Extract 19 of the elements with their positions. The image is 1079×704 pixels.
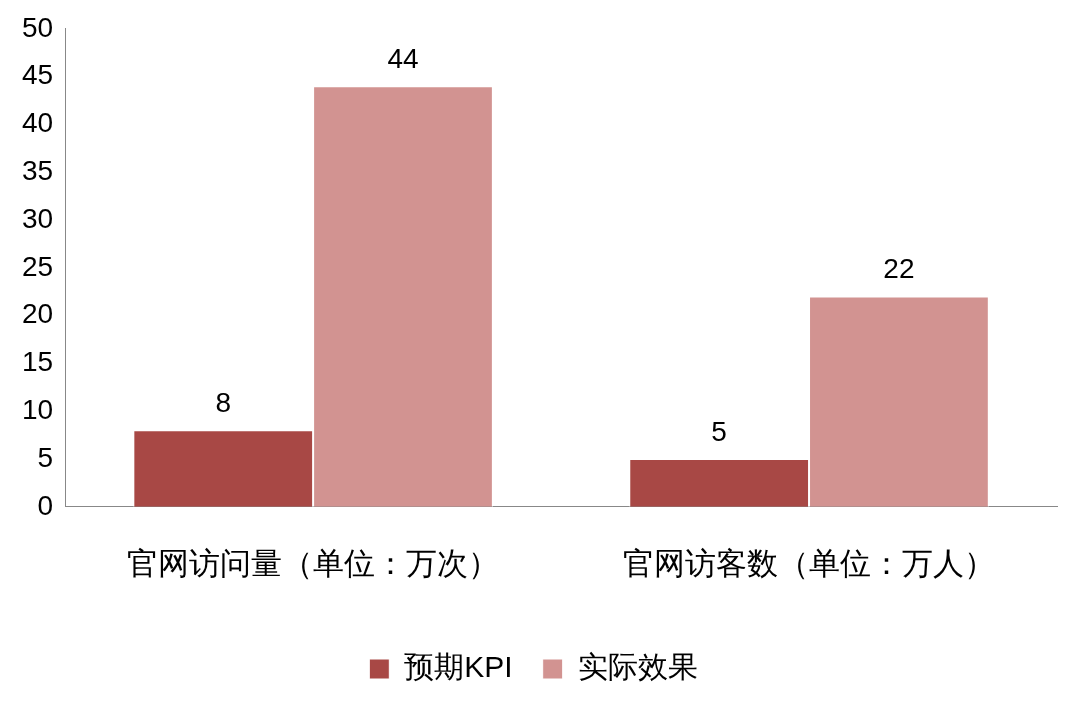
x-tick-label: 官网访问量（单位：万次）: [127, 545, 500, 581]
y-tick-label: 10: [21, 393, 54, 425]
legend-label: 预期KPI: [404, 650, 513, 684]
y-tick-label: 40: [21, 107, 54, 139]
data-label: 8: [215, 387, 232, 419]
y-tick-label: 5: [37, 441, 54, 473]
y-tick-label: 30: [21, 202, 54, 234]
y-tick-label: 0: [37, 489, 54, 521]
data-label: 22: [883, 253, 915, 285]
data-label: 44: [387, 42, 419, 74]
x-tick-label: 官网访客数（单位：万人）: [623, 545, 996, 581]
y-tick-label: 35: [21, 154, 54, 186]
y-tick-label: 45: [21, 59, 54, 91]
y-tick-label: 50: [21, 11, 54, 43]
y-tick-label: 20: [21, 298, 54, 330]
data-label: 5: [711, 415, 727, 447]
y-tick-label: 25: [21, 250, 54, 282]
y-tick-label: 15: [21, 346, 54, 378]
legend-label: 实际效果: [577, 650, 698, 684]
